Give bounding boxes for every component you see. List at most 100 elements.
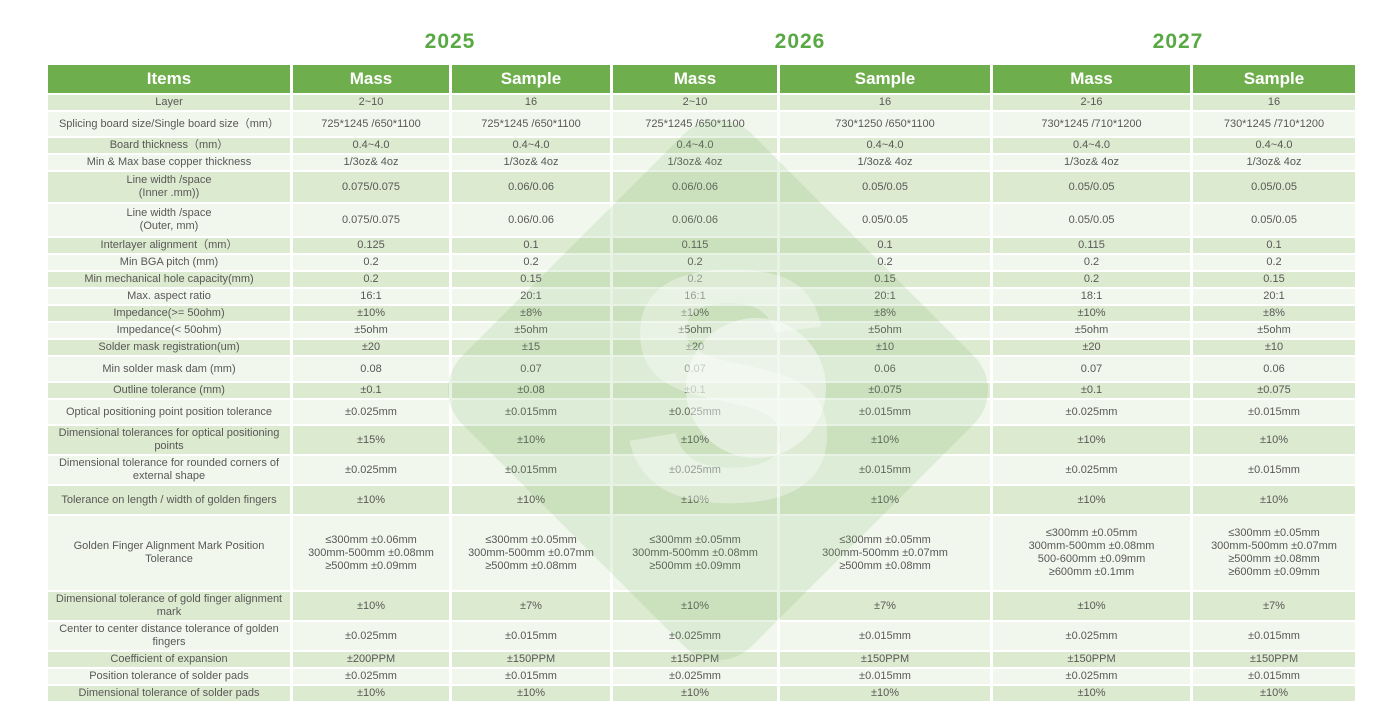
cell-value: ±5ohm bbox=[1190, 321, 1358, 340]
cell-value: ±10% bbox=[290, 684, 452, 703]
cell-value: ±5ohm bbox=[610, 321, 780, 340]
cell-value: ±0.015mm bbox=[449, 398, 613, 426]
cell-value: 0.07 bbox=[610, 355, 780, 383]
cell-value: ±10% bbox=[449, 684, 613, 703]
cell-value: ±0.025mm bbox=[290, 398, 452, 426]
cell-value: ±20 bbox=[290, 338, 452, 357]
cell-value: ±150PPM bbox=[777, 650, 993, 669]
cell-value: ±10% bbox=[449, 424, 613, 456]
cell-value: 0.1 bbox=[777, 236, 993, 255]
cell-value: 0.075/0.075 bbox=[290, 202, 452, 238]
cell-value: 0.075/0.075 bbox=[290, 170, 452, 204]
cell-value: ±10% bbox=[990, 484, 1193, 516]
row-label: Tolerance on length / width of golden fi… bbox=[45, 484, 293, 516]
cell-value: ±0.025mm bbox=[990, 620, 1193, 652]
table-row: Min mechanical hole capacity(mm) 0.2 0.15 0… bbox=[45, 270, 1358, 289]
row-label: Impedance(< 50ohm) bbox=[45, 321, 293, 340]
cell-value: 0.06 bbox=[1190, 355, 1358, 383]
row-label: Min & Max base copper thickness bbox=[45, 153, 293, 172]
cell-value: 725*1245 /650*1100 bbox=[610, 110, 780, 138]
cell-value: 18:1 bbox=[990, 287, 1193, 306]
cell-value: 0.15 bbox=[449, 270, 613, 289]
cell-value: 0.4~4.0 bbox=[1190, 136, 1358, 155]
table-row: Position tolerance of solder pads ±0.025m… bbox=[45, 667, 1358, 686]
table-body: Layer 2~10 16 2~10 16 2-16 16 Splicing board si… bbox=[45, 93, 1358, 703]
year-label-2027: 2027 bbox=[1152, 30, 1204, 53]
cell-value: 20:1 bbox=[777, 287, 993, 306]
cell-value: 0.2 bbox=[290, 253, 452, 272]
cell-value: ±5ohm bbox=[449, 321, 613, 340]
cell-value: 730*1245 /710*1200 bbox=[990, 110, 1193, 138]
cell-value: 0.4~4.0 bbox=[449, 136, 613, 155]
cell-value: ±0.015mm bbox=[1190, 667, 1358, 686]
row-label: Board thickness（mm） bbox=[45, 136, 293, 155]
cell-value: ±10% bbox=[290, 304, 452, 323]
cell-value: ≤300mm ±0.05mm 300mm-500mm ±0.08mm ≥500m… bbox=[610, 514, 780, 592]
cell-value: ±0.025mm bbox=[990, 667, 1193, 686]
cell-value: ≤300mm ±0.05mm 300mm-500mm ±0.07mm ≥500m… bbox=[777, 514, 993, 592]
cell-value: 2~10 bbox=[290, 93, 452, 112]
cell-value: 0.06 bbox=[777, 355, 993, 383]
cell-value: ≤300mm ±0.06mm 300mm-500mm ±0.08mm ≥500m… bbox=[290, 514, 452, 592]
cell-value: ±0.015mm bbox=[449, 454, 613, 486]
table-row: Center to center distance tolerance of g… bbox=[45, 620, 1358, 652]
cell-value: 0.2 bbox=[1190, 253, 1358, 272]
cell-value: 0.07 bbox=[449, 355, 613, 383]
column-header-1: Sample bbox=[449, 63, 613, 95]
row-label: Center to center distance tolerance of g… bbox=[45, 620, 293, 652]
cell-value: 0.05/0.05 bbox=[990, 202, 1193, 238]
cell-value: ±10% bbox=[610, 424, 780, 456]
cell-value: ±10% bbox=[1190, 424, 1358, 456]
cell-value: 20:1 bbox=[449, 287, 613, 306]
cell-value: 0.4~4.0 bbox=[610, 136, 780, 155]
cell-value: ±10% bbox=[610, 590, 780, 622]
table-row: Golden Finger Alignment Mark Position To… bbox=[45, 514, 1358, 592]
table-row: Optical positioning point position toler… bbox=[45, 398, 1358, 426]
pcb-capability-table: Items Mass Sample Mass Sample Mass Sample Lay… bbox=[45, 63, 1358, 703]
table-row: Impedance(>= 50ohm) ±10% ±8% ±10% ±8% ±10% ±8% bbox=[45, 304, 1358, 323]
cell-value: ±10% bbox=[990, 304, 1193, 323]
cell-value: ±10% bbox=[290, 590, 452, 622]
cell-value: ±200PPM bbox=[290, 650, 452, 669]
year-label-2025: 2025 bbox=[424, 30, 476, 53]
cell-value: 1/3oz& 4oz bbox=[777, 153, 993, 172]
cell-value: ±0.025mm bbox=[290, 620, 452, 652]
cell-value: ±10% bbox=[990, 590, 1193, 622]
cell-value: ±10 bbox=[777, 338, 993, 357]
table-row: Min BGA pitch (mm) 0.2 0.2 0.2 0.2 0.2 0.2 bbox=[45, 253, 1358, 272]
cell-value: 725*1245 /650*1100 bbox=[290, 110, 452, 138]
table-row: Min solder mask dam (mm) 0.08 0.07 0.07 0.06… bbox=[45, 355, 1358, 383]
cell-value: 0.06/0.06 bbox=[610, 202, 780, 238]
year-label-2026: 2026 bbox=[774, 30, 826, 53]
cell-value: ±10% bbox=[777, 424, 993, 456]
table-row: Line width /space (Outer, mm) 0.075/0.075… bbox=[45, 202, 1358, 238]
cell-value: ±5ohm bbox=[290, 321, 452, 340]
cell-value: ±0.015mm bbox=[777, 620, 993, 652]
cell-value: ±20 bbox=[990, 338, 1193, 357]
table-row: Line width /space (Inner .mm)) 0.075/0.07… bbox=[45, 170, 1358, 204]
column-header-0: Mass bbox=[290, 63, 452, 95]
cell-value: ±10% bbox=[610, 304, 780, 323]
cell-value: 16 bbox=[449, 93, 613, 112]
cell-value: 0.06/0.06 bbox=[449, 202, 613, 238]
cell-value: ±150PPM bbox=[990, 650, 1193, 669]
cell-value: ±10% bbox=[1190, 684, 1358, 703]
column-header-4: Mass bbox=[990, 63, 1193, 95]
cell-value: 0.1 bbox=[1190, 236, 1358, 255]
row-label: Golden Finger Alignment Mark Position To… bbox=[45, 514, 293, 592]
cell-value: ±0.08 bbox=[449, 381, 613, 400]
cell-value: 16 bbox=[1190, 93, 1358, 112]
row-label: Outline tolerance (mm) bbox=[45, 381, 293, 400]
column-header-3: Sample bbox=[777, 63, 993, 95]
row-label: Interlayer alignment（mm） bbox=[45, 236, 293, 255]
cell-value: ±0.025mm bbox=[290, 667, 452, 686]
cell-value: ±0.025mm bbox=[610, 398, 780, 426]
cell-value: 0.05/0.05 bbox=[990, 170, 1193, 204]
cell-value: 0.4~4.0 bbox=[990, 136, 1193, 155]
column-header-2: Mass bbox=[610, 63, 780, 95]
cell-value: 16:1 bbox=[610, 287, 780, 306]
cell-value: ±0.015mm bbox=[449, 620, 613, 652]
cell-value: 0.1 bbox=[449, 236, 613, 255]
cell-value: ±7% bbox=[1190, 590, 1358, 622]
